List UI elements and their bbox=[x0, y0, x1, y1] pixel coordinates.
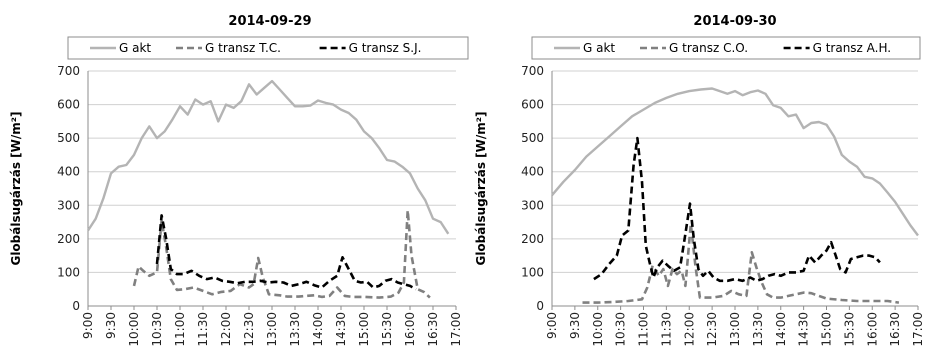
x-tick-label: 14:30 bbox=[334, 312, 348, 347]
x-tick-label: 14:00 bbox=[774, 312, 788, 347]
x-tick-label: 11:00 bbox=[637, 312, 651, 347]
x-tick-label: 13:30 bbox=[288, 312, 302, 347]
legend: G akt G transz T.C. G transz S.J. bbox=[90, 41, 421, 55]
x-tick-label: 10:00 bbox=[591, 312, 605, 347]
x-tick-label: 12:30 bbox=[705, 312, 719, 347]
x-tick-label: 10:00 bbox=[127, 312, 141, 347]
x-tick-label: 13:30 bbox=[751, 312, 765, 347]
x-tick-label: 12:00 bbox=[219, 312, 233, 347]
x-tick-label: 10:30 bbox=[150, 312, 164, 347]
x-tick-label: 17:00 bbox=[911, 312, 925, 347]
chart-title: 2014-09-30 bbox=[693, 14, 776, 29]
x-tick-label: 9:00 bbox=[81, 312, 95, 339]
y-tick-label: 0 bbox=[536, 299, 544, 313]
legend-label-2: G transz C.O. bbox=[669, 41, 748, 55]
y-tick-label: 400 bbox=[57, 165, 80, 179]
x-tick-label: 11:00 bbox=[173, 312, 187, 347]
x-tick-label: 13:00 bbox=[728, 312, 742, 347]
x-tick-label: 16:30 bbox=[426, 312, 440, 347]
y-axis-label: Globálsugárzás [W/m²] bbox=[9, 111, 23, 265]
y-tick-label: 700 bbox=[57, 64, 80, 78]
legend-label-1: G akt bbox=[119, 41, 151, 55]
legend-box bbox=[531, 36, 921, 60]
x-tick-label: 15:00 bbox=[820, 312, 834, 347]
x-tick-label: 9:30 bbox=[104, 312, 118, 339]
x-tick-label: 16:00 bbox=[865, 312, 879, 347]
y-tick-label: 100 bbox=[57, 265, 80, 279]
x-tick-label: 15:00 bbox=[357, 312, 371, 347]
y-tick-label: 300 bbox=[57, 198, 80, 212]
y-tick-label: 0 bbox=[72, 299, 80, 313]
y-tick-label: 100 bbox=[521, 265, 544, 279]
x-tick-label: 12:00 bbox=[682, 312, 696, 347]
x-tick-label: 14:00 bbox=[311, 312, 325, 347]
y-tick-label: 600 bbox=[57, 98, 80, 112]
x-tick-label: 17:00 bbox=[449, 312, 463, 347]
series-line-2 bbox=[582, 222, 900, 304]
x-tick-label: 15:30 bbox=[380, 312, 394, 347]
x-tick-label: 16:00 bbox=[403, 312, 417, 347]
x-tick-label: 12:30 bbox=[242, 312, 256, 347]
y-tick-label: 200 bbox=[57, 232, 80, 246]
legend-label-2: G transz T.C. bbox=[205, 41, 281, 55]
y-tick-label: 400 bbox=[521, 165, 544, 179]
legend: G akt G transz C.O. G transz A.H. bbox=[554, 41, 891, 55]
legend-box bbox=[67, 36, 469, 60]
chart-panel-1: 2014-09-29 G akt G transz T.C. G transz S.J… bbox=[9, 14, 469, 347]
y-axis-label: Globálsugárzás [W/m²] bbox=[474, 111, 488, 265]
x-tick-label: 11:30 bbox=[196, 312, 210, 347]
series-line-1 bbox=[551, 87, 919, 237]
x-tick-label: 9:00 bbox=[545, 312, 559, 339]
chart-title: 2014-09-29 bbox=[228, 14, 311, 29]
x-tick-label: 16:30 bbox=[888, 312, 902, 347]
y-tick-label: 500 bbox=[57, 131, 80, 145]
y-tick-label: 700 bbox=[521, 64, 544, 78]
series-line-3 bbox=[593, 136, 881, 283]
y-tick-label: 200 bbox=[521, 232, 544, 246]
series-line-3 bbox=[155, 214, 417, 291]
y-tick-label: 300 bbox=[521, 198, 544, 212]
series-line-1 bbox=[86, 79, 450, 235]
y-tick-label: 500 bbox=[521, 131, 544, 145]
x-tick-label: 14:30 bbox=[797, 312, 811, 347]
chart-panel-2: 2014-09-30 G akt G transz C.O. G transz A.H… bbox=[474, 14, 925, 347]
x-tick-label: 15:30 bbox=[842, 312, 856, 347]
x-tick-label: 10:30 bbox=[614, 312, 628, 347]
legend-label-3: G transz A.H. bbox=[813, 41, 892, 55]
x-tick-label: 9:30 bbox=[568, 312, 582, 339]
y-tick-label: 600 bbox=[521, 98, 544, 112]
series-line-2 bbox=[132, 209, 431, 299]
legend-label-1: G akt bbox=[583, 41, 615, 55]
x-tick-label: 11:30 bbox=[659, 312, 673, 347]
legend-label-3: G transz S.J. bbox=[349, 41, 422, 55]
x-tick-label: 13:00 bbox=[265, 312, 279, 347]
